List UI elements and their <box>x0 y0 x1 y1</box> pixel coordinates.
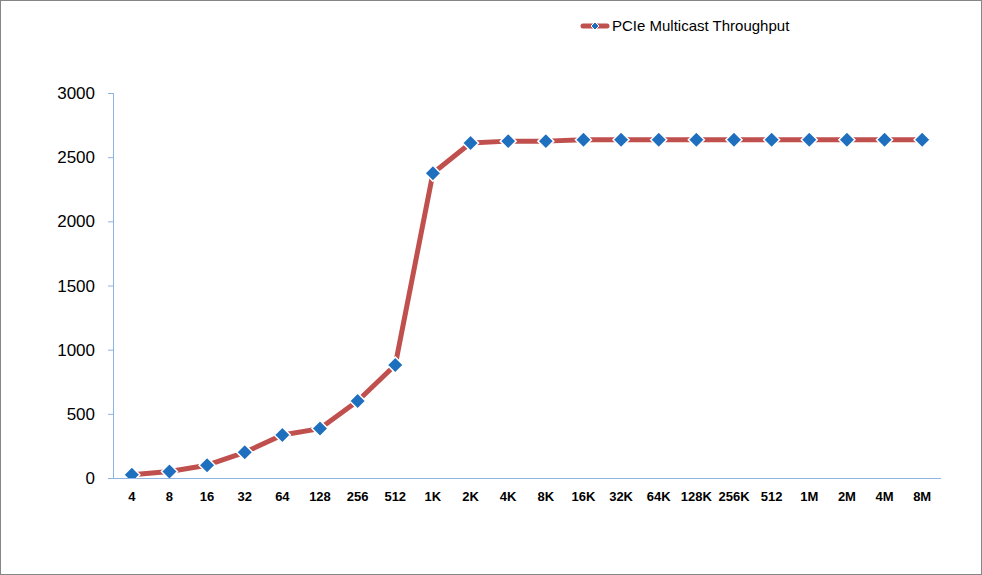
data-point <box>425 165 441 181</box>
x-tick-label: 32K <box>609 489 633 504</box>
data-point <box>538 133 554 149</box>
y-tick <box>108 221 113 222</box>
y-tick <box>108 478 113 479</box>
x-axis-line <box>113 478 941 479</box>
x-tick-label: 4M <box>876 489 894 504</box>
x-tick-label: 256 <box>347 489 369 504</box>
y-tick <box>108 350 113 351</box>
y-tick-label: 1500 <box>57 277 95 296</box>
data-point <box>312 421 328 437</box>
data-point <box>914 132 930 148</box>
x-tick-label: 16K <box>572 489 596 504</box>
data-point <box>575 132 591 148</box>
data-point <box>199 457 215 473</box>
data-point <box>764 132 780 148</box>
chart-root: 0 500 1000 1500 2000 2500 3000 4 8 16 32 64 128 256 51… <box>0 0 982 575</box>
data-point <box>613 132 629 148</box>
x-tick-label: 1M <box>800 489 818 504</box>
y-tick-label: 500 <box>67 405 95 424</box>
x-tick-label: 64K <box>647 489 671 504</box>
legend: PCIe Multicast Throughput <box>583 17 790 34</box>
x-tick-label: 32 <box>237 489 251 504</box>
x-tick-label: 4K <box>500 489 517 504</box>
x-tick-label: 512 <box>761 489 783 504</box>
data-point <box>124 467 140 478</box>
y-tick-label: 2500 <box>57 148 95 167</box>
legend-marker <box>591 22 599 30</box>
x-tick-label: 512 <box>384 489 406 504</box>
legend-label: PCIe Multicast Throughput <box>612 17 790 34</box>
series-line <box>132 140 922 475</box>
data-point <box>463 135 479 151</box>
x-tick-label: 8K <box>538 489 555 504</box>
y-tick-label: 3000 <box>57 84 95 103</box>
y-tick <box>108 93 113 94</box>
chart: 0 500 1000 1500 2000 2500 3000 4 8 16 32 64 128 256 51… <box>0 0 982 575</box>
x-tick-label: 128K <box>681 489 713 504</box>
plot-area <box>124 132 930 478</box>
data-point <box>500 133 516 149</box>
x-tick-label: 2K <box>462 489 479 504</box>
x-tick-label: 64 <box>275 489 290 504</box>
x-tick-label: 256K <box>718 489 750 504</box>
y-tick-label: 1000 <box>57 341 95 360</box>
data-point <box>726 132 742 148</box>
x-tick-label: 2M <box>838 489 856 504</box>
chart-frame <box>1 1 982 575</box>
data-point <box>688 132 704 148</box>
x-tick-label: 8 <box>166 489 173 504</box>
x-tick-label: 4 <box>128 489 136 504</box>
y-axis-line <box>113 93 114 478</box>
data-point <box>237 444 253 460</box>
x-tick-label: 128 <box>309 489 331 504</box>
data-point <box>350 393 366 409</box>
y-tick <box>108 157 113 158</box>
y-tick-label: 2000 <box>57 212 95 231</box>
y-tick-label: 0 <box>86 469 95 488</box>
data-point <box>839 132 855 148</box>
y-tick <box>108 414 113 415</box>
data-point <box>801 132 817 148</box>
y-tick <box>108 286 113 287</box>
data-point <box>161 464 177 478</box>
data-point <box>387 357 403 373</box>
data-point <box>274 427 290 443</box>
data-point <box>651 132 667 148</box>
data-point <box>877 132 893 148</box>
x-tick-label: 1K <box>425 489 442 504</box>
x-tick-label: 16 <box>200 489 214 504</box>
x-tick-label: 8M <box>913 489 931 504</box>
